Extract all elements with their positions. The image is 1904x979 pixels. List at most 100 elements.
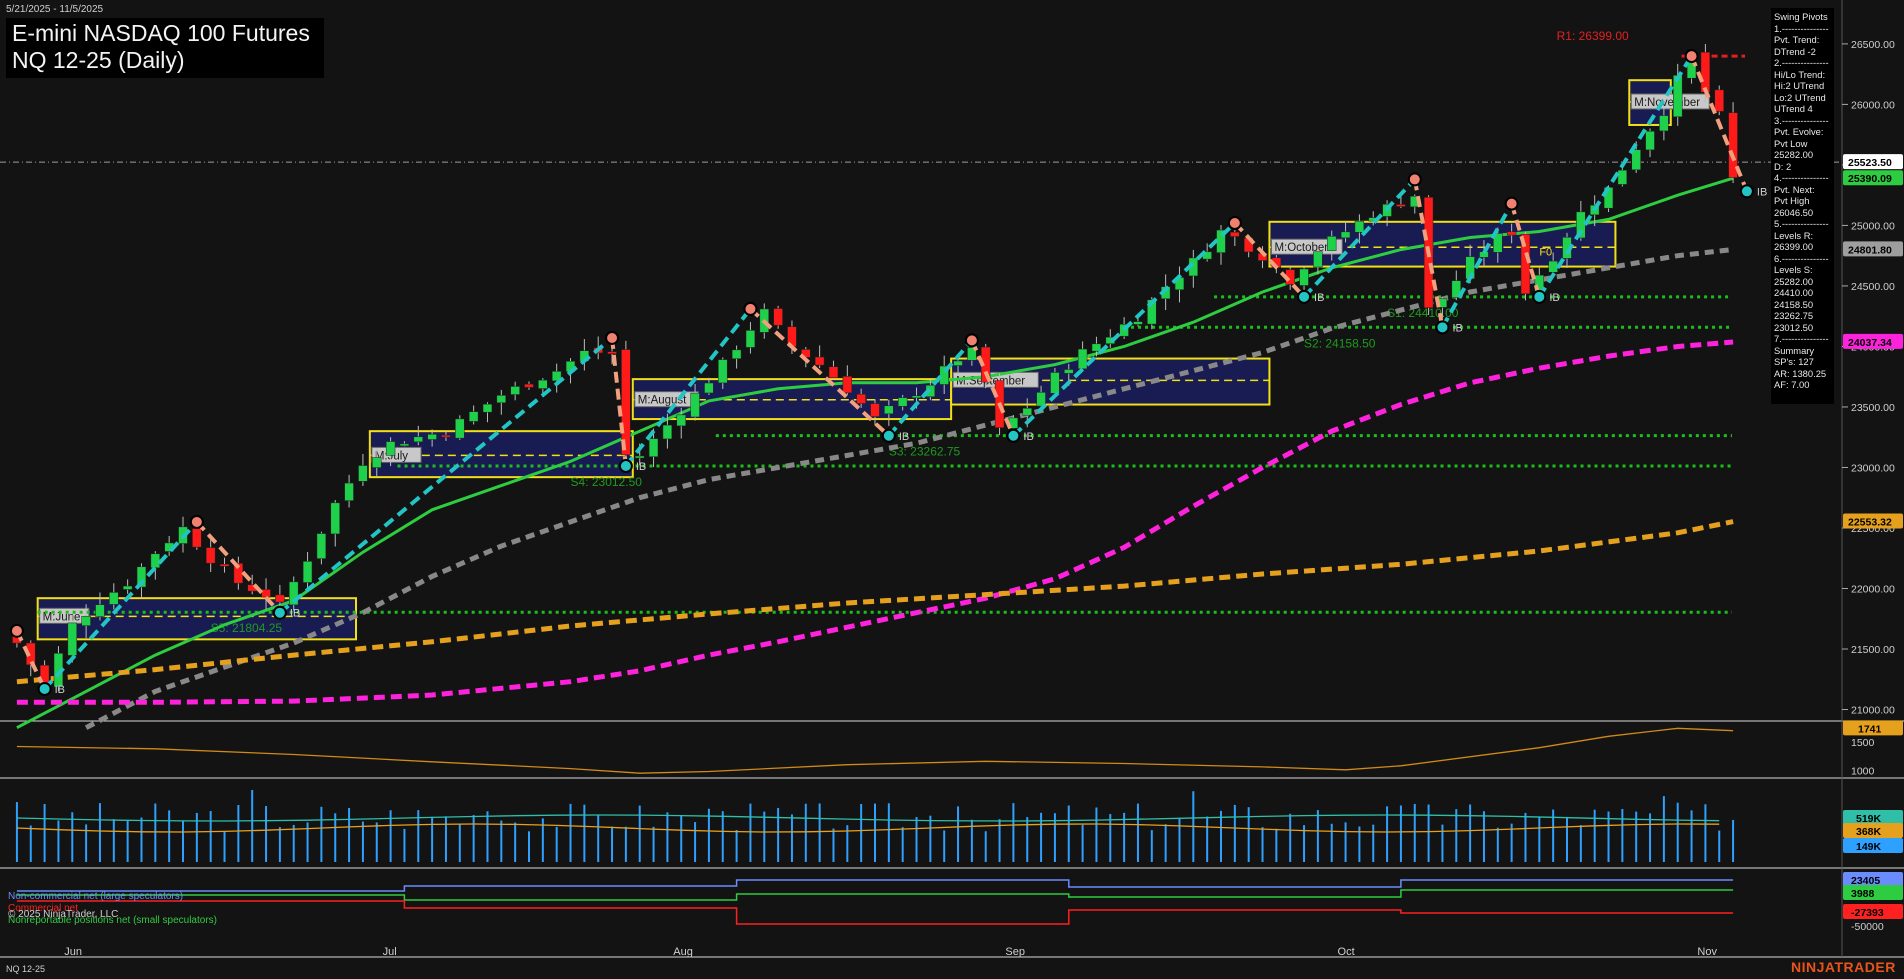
candle-up [289,581,299,606]
candle-down [814,356,825,366]
cot-legend-noncommercial: Non-commercial net (large speculators) [8,891,184,902]
price-tick-label: 24500.00 [1851,281,1895,293]
candle-up [67,622,77,656]
month-label: Nov [1697,946,1717,958]
ma-mid [84,247,1734,730]
candle-up [358,465,368,482]
swing-leg-up [1440,202,1514,329]
swing-high-marker [189,514,204,529]
price-marker [1843,154,1903,170]
price-tick-label: 22000.00 [1851,584,1895,596]
monthly-box-label: M:August [638,395,687,407]
candle-up [1050,372,1060,394]
candle-up [911,395,922,399]
volume-marker [1843,838,1903,853]
volume-avg2-line [16,823,1720,833]
swing-panel-line: Hi:2 UTrend [1774,80,1825,91]
swing-panel-line: Swing Pivots [1774,11,1828,22]
price-tick-label: 21000.00 [1851,705,1895,717]
price-marker [1843,241,1903,257]
swing-high-marker [743,301,758,316]
date-range: 5/21/2025 - 11/5/2025 [6,4,104,15]
candle-up [552,371,562,382]
ninjatrader-logo: NINJATRADER [1791,959,1896,975]
candle-down [206,547,216,564]
monthly-box-label: M:June [43,611,81,623]
swing-panel-line: Pvt. Trend: [1774,34,1820,45]
swing-low-marker [37,681,52,696]
candle-up [136,566,147,588]
candle-up [95,604,105,617]
resistance-label: R1: 26399.00 [1557,29,1629,43]
atr-line [16,727,1734,774]
support-label: S3: 23262.75 [889,445,961,459]
swing-leg-up [43,520,199,691]
atr-tick-label: 1500 [1851,737,1875,749]
cot-line [16,900,1734,925]
monthly-box-label: M:October [1274,242,1328,254]
support-label: S5: 21804.25 [211,621,283,635]
candle-down [773,308,783,326]
candle-down [607,351,617,354]
swing-panel-line: Pvt. Next: [1774,183,1815,195]
candle-up [635,455,645,459]
swing-panel-line: Levels S: [1774,264,1813,275]
candle-up [302,561,313,583]
candle-down [842,376,852,394]
candle-down [1520,234,1531,294]
swing-leg-down [15,630,47,690]
swing-leg-down [749,307,891,438]
candle-down [1714,89,1724,112]
contract-timeframe: NQ 12-25 (Daily) [12,47,185,73]
atr-marker [1843,720,1903,736]
cot-marker-label: -27393 [1851,907,1884,919]
swing-high-marker [1227,216,1242,231]
candle-up [648,438,659,457]
swing-leg-up [887,339,974,438]
price-tick-label: 25000.00 [1851,220,1895,232]
swing-low-marker [1006,428,1021,443]
cot-marker-label: 3988 [1851,888,1875,900]
swing-panel-line: Pvt. Evolve: [1774,126,1824,137]
volume-marker-label: 368K [1856,826,1882,838]
month-label: Oct [1338,946,1355,958]
price-panel[interactable]: M:JuneM:JulyM:AugustM:SeptemberM:October… [0,0,1904,958]
candle-up [482,403,493,413]
candle-up [1091,343,1102,352]
cot-legend-commercial: Commercial net [8,903,79,914]
candle-up [455,418,465,439]
candle-up [109,592,119,605]
candle-up [1327,236,1337,251]
cot-panel [16,879,1734,925]
price-marker-label: 25390.09 [1848,173,1892,185]
swing-high-marker [1504,196,1519,211]
candle-up [704,382,714,394]
atr-panel [16,727,1734,774]
candle-up [122,585,133,590]
candle-up [1617,169,1628,185]
price-marker [1843,333,1903,349]
price-axis[interactable]: 21000.0021500.0022000.0022500.0023000.00… [64,39,1903,958]
cot-tick-label: -50000 [1851,921,1884,933]
ib-label: IB [1452,322,1462,334]
chart-title-box: E-mini NASDAQ 100 Futures NQ 12-25 (Dail… [6,18,324,78]
ib-label: IB [636,461,646,473]
cot-legend-nonreportable: Nonreportable positions net (small specu… [8,915,217,926]
ma-fast [16,176,1734,730]
candle-up [1354,220,1365,233]
volume-marker [1843,823,1903,838]
candle-up [690,392,700,418]
price-marker [1843,513,1903,529]
swing-leg-up [278,336,614,615]
candle-up [510,386,520,395]
swing-leg-down [1689,55,1749,193]
ib-label: IB [1549,292,1559,304]
atr-marker-label: 1741 [1858,723,1882,735]
swing-panel-line: 4.--------------- [1774,172,1829,183]
price-marker-label: 22553.32 [1848,517,1892,529]
candle-up [939,365,949,385]
cot-marker [1843,885,1903,900]
candle-down [1700,51,1711,93]
candle-up [385,441,396,456]
